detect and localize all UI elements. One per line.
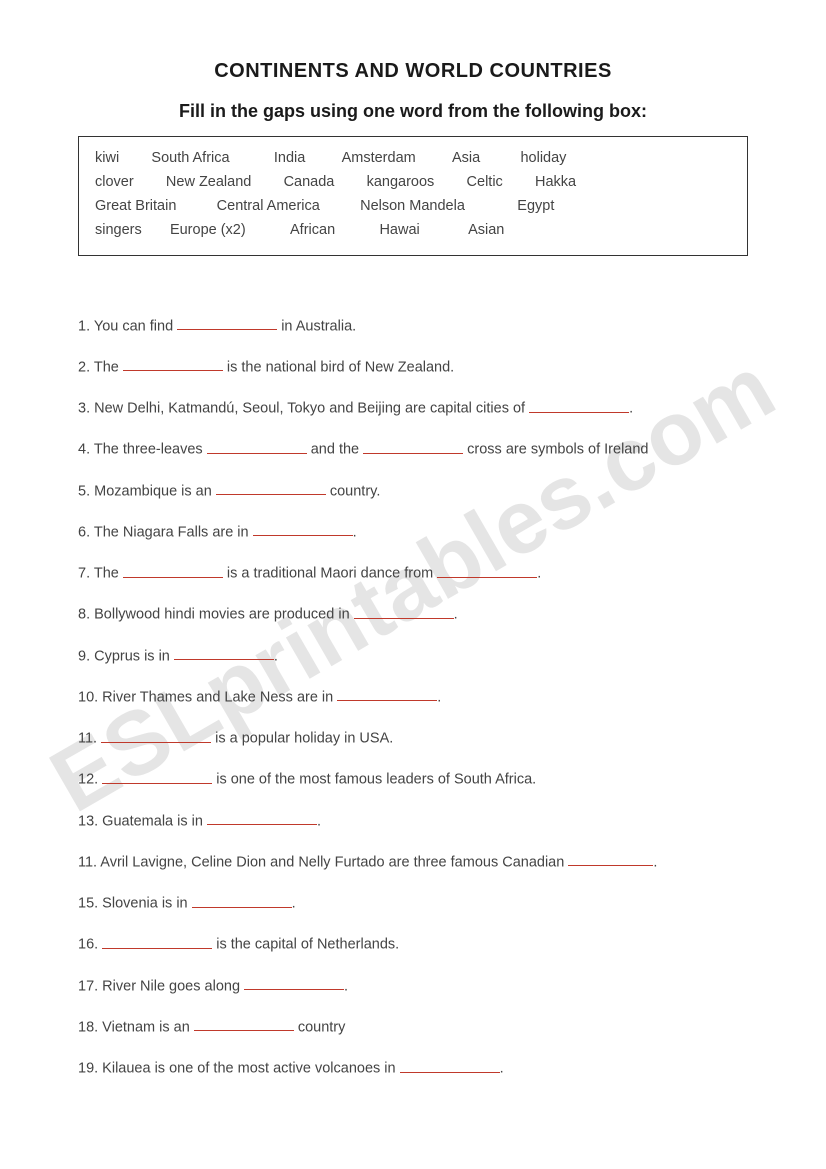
- question-5: 5. Mozambique is an country.: [78, 481, 748, 503]
- question-text: 19. Kilauea is one of the most active vo…: [78, 1061, 400, 1077]
- question-text: 10. River Thames and Lake Ness are in: [78, 689, 337, 705]
- instructions: Fill in the gaps using one word from the…: [78, 101, 748, 122]
- question-text: .: [454, 607, 458, 623]
- question-text: 2. The: [78, 359, 123, 375]
- fill-blank[interactable]: [102, 934, 212, 949]
- fill-blank[interactable]: [101, 728, 211, 743]
- question-3: 3. New Delhi, Katmandú, Seoul, Tokyo and…: [78, 398, 748, 420]
- fill-blank[interactable]: [354, 604, 454, 619]
- question-text: .: [629, 401, 633, 417]
- fill-blank[interactable]: [192, 893, 292, 908]
- question-16: 16. is the capital of Netherlands.: [78, 934, 748, 956]
- fill-blank[interactable]: [207, 811, 317, 826]
- question-text: 13. Guatemala is in: [78, 813, 207, 829]
- question-text: 15. Slovenia is in: [78, 896, 192, 912]
- page-title: CONTINENTS AND WORLD COUNTRIES: [78, 60, 748, 83]
- question-text: .: [353, 524, 357, 540]
- question-2: 2. The is the national bird of New Zeala…: [78, 357, 748, 379]
- question-text: 12.: [78, 772, 102, 788]
- question-14: 11. Avril Lavigne, Celine Dion and Nelly…: [78, 852, 748, 874]
- question-text: country: [294, 1019, 346, 1035]
- question-text: .: [317, 813, 321, 829]
- question-text: 3. New Delhi, Katmandú, Seoul, Tokyo and…: [78, 401, 529, 417]
- question-text: 18. Vietnam is an: [78, 1019, 194, 1035]
- fill-blank[interactable]: [337, 687, 437, 702]
- fill-blank[interactable]: [177, 316, 277, 331]
- question-text: is the capital of Netherlands.: [212, 937, 399, 953]
- question-17: 17. River Nile goes along .: [78, 976, 748, 998]
- word-bank-row: Great Britain Central America Nelson Man…: [95, 195, 731, 219]
- question-text: is a popular holiday in USA.: [211, 731, 393, 747]
- fill-blank[interactable]: [123, 563, 223, 578]
- fill-blank[interactable]: [194, 1017, 294, 1032]
- question-text: .: [292, 896, 296, 912]
- word-bank-row: clover New Zealand Canada kangaroos Celt…: [95, 171, 731, 195]
- question-text: 8. Bollywood hindi movies are produced i…: [78, 607, 354, 623]
- question-text: and the: [307, 442, 363, 458]
- fill-blank[interactable]: [123, 357, 223, 372]
- question-text: is a traditional Maori dance from: [223, 566, 437, 582]
- question-text: 1. You can find: [78, 318, 177, 334]
- question-10: 10. River Thames and Lake Ness are in .: [78, 687, 748, 709]
- question-text: 11. Avril Lavigne, Celine Dion and Nelly…: [78, 854, 568, 870]
- question-text: 4. The three-leaves: [78, 442, 207, 458]
- question-text: 11.: [78, 731, 101, 747]
- question-text: country.: [326, 483, 381, 499]
- question-15: 15. Slovenia is in .: [78, 893, 748, 915]
- question-text: is one of the most famous leaders of Sou…: [212, 772, 536, 788]
- question-4: 4. The three-leaves and the cross are sy…: [78, 439, 748, 461]
- fill-blank[interactable]: [102, 769, 212, 784]
- question-text: .: [653, 854, 657, 870]
- question-text: 16.: [78, 937, 102, 953]
- question-6: 6. The Niagara Falls are in .: [78, 522, 748, 544]
- fill-blank[interactable]: [437, 563, 537, 578]
- worksheet-content: CONTINENTS AND WORLD COUNTRIES Fill in t…: [78, 60, 748, 1080]
- question-text: 6. The Niagara Falls are in: [78, 524, 253, 540]
- question-8: 8. Bollywood hindi movies are produced i…: [78, 604, 748, 626]
- fill-blank[interactable]: [568, 852, 653, 867]
- question-text: 5. Mozambique is an: [78, 483, 216, 499]
- question-13: 13. Guatemala is in .: [78, 811, 748, 833]
- question-text: in Australia.: [277, 318, 356, 334]
- fill-blank[interactable]: [400, 1058, 500, 1073]
- question-19: 19. Kilauea is one of the most active vo…: [78, 1058, 748, 1080]
- fill-blank[interactable]: [174, 646, 274, 661]
- fill-blank[interactable]: [253, 522, 353, 537]
- fill-blank[interactable]: [216, 481, 326, 496]
- fill-blank[interactable]: [244, 976, 344, 991]
- fill-blank[interactable]: [363, 439, 463, 454]
- question-text: .: [344, 978, 348, 994]
- questions-list: 1. You can find in Australia. 2. The is …: [78, 316, 748, 1081]
- word-bank-box: kiwi South Africa India Amsterdam Asia h…: [78, 136, 748, 256]
- question-text: .: [537, 566, 541, 582]
- question-text: .: [500, 1061, 504, 1077]
- question-9: 9. Cyprus is in .: [78, 646, 748, 668]
- question-12: 12. is one of the most famous leaders of…: [78, 769, 748, 791]
- question-1: 1. You can find in Australia.: [78, 316, 748, 338]
- question-text: cross are symbols of Ireland: [463, 442, 648, 458]
- question-text: 7. The: [78, 566, 123, 582]
- question-7: 7. The is a traditional Maori dance from…: [78, 563, 748, 585]
- question-text: is the national bird of New Zealand.: [223, 359, 454, 375]
- question-text: .: [274, 648, 278, 664]
- question-text: .: [437, 689, 441, 705]
- word-bank-row: kiwi South Africa India Amsterdam Asia h…: [95, 147, 731, 171]
- fill-blank[interactable]: [207, 439, 307, 454]
- question-text: 9. Cyprus is in: [78, 648, 174, 664]
- fill-blank[interactable]: [529, 398, 629, 413]
- question-11: 11. is a popular holiday in USA.: [78, 728, 748, 750]
- question-18: 18. Vietnam is an country: [78, 1017, 748, 1039]
- word-bank-row: singers Europe (x2) African Hawai Asian: [95, 219, 731, 243]
- question-text: 17. River Nile goes along: [78, 978, 244, 994]
